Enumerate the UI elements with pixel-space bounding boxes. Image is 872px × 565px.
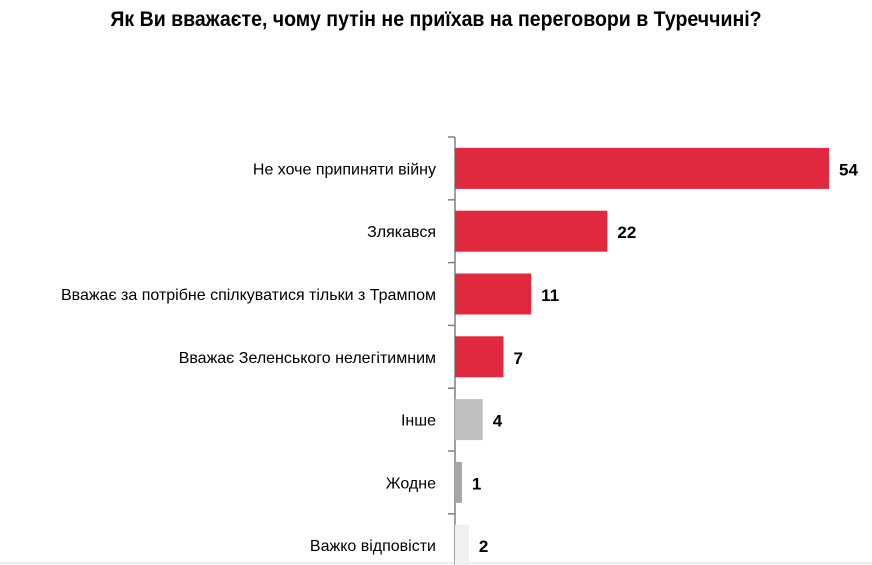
- chart-title: Як Ви вважаєте, чому путін не приїхав на…: [110, 8, 762, 31]
- data-label: 7: [513, 349, 522, 368]
- category-label: Вважає Зеленського нелегітимним: [179, 350, 436, 367]
- data-label: 22: [617, 223, 636, 242]
- bar: [455, 461, 462, 503]
- data-label: 4: [493, 412, 503, 431]
- bar: [455, 273, 532, 315]
- category-label: Жодне: [386, 475, 436, 492]
- bar: [455, 524, 469, 565]
- category-label: Важко відповісти: [310, 538, 436, 555]
- data-label: 54: [839, 160, 858, 179]
- bar: [455, 336, 504, 378]
- bar: [455, 210, 608, 252]
- category-label: Злякався: [367, 224, 436, 241]
- category-label: Не хоче припиняти війну: [253, 161, 436, 178]
- bar: [455, 399, 483, 441]
- bar: [455, 147, 829, 189]
- data-label: 1: [472, 474, 481, 493]
- data-label: 11: [541, 286, 559, 305]
- data-label: 2: [479, 537, 488, 556]
- category-label: Вважає за потрібне спілкуватися тільки з…: [61, 287, 436, 304]
- category-label: Інше: [401, 413, 436, 430]
